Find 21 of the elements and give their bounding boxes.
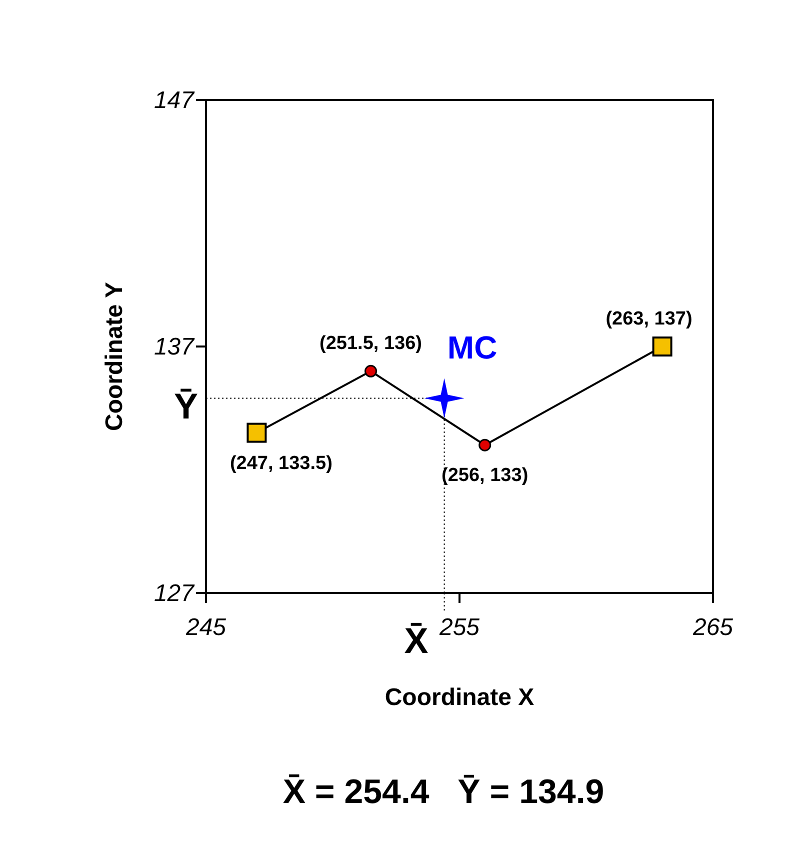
- point: [478, 438, 492, 452]
- data-label: (256, 133): [442, 465, 528, 486]
- ref-line-label: X̄: [404, 620, 428, 661]
- point: [652, 336, 672, 356]
- x-tick-label: 255: [438, 614, 480, 641]
- point: [246, 422, 267, 443]
- ref-line-label: Ȳ: [174, 385, 198, 426]
- data-label: (247, 133.5): [230, 452, 332, 474]
- point: [424, 378, 464, 418]
- x-axis-title: Coordinate X: [384, 684, 534, 711]
- y-tick-label: 147: [154, 87, 196, 114]
- y-tick-label: 127: [154, 580, 196, 607]
- series-label: MC: [447, 329, 498, 366]
- point: [364, 364, 378, 378]
- data-label: (251.5, 136): [320, 333, 422, 354]
- data-label: (263, 137): [606, 308, 692, 330]
- x-tick-label: 265: [692, 614, 734, 641]
- y-tick-label: 137: [154, 334, 196, 360]
- y-axis-title: Coordinate Y: [101, 282, 128, 431]
- x-tick-label: 245: [184, 614, 227, 641]
- text: X̄ = 254.4 Ȳ = 134.9: [282, 773, 604, 811]
